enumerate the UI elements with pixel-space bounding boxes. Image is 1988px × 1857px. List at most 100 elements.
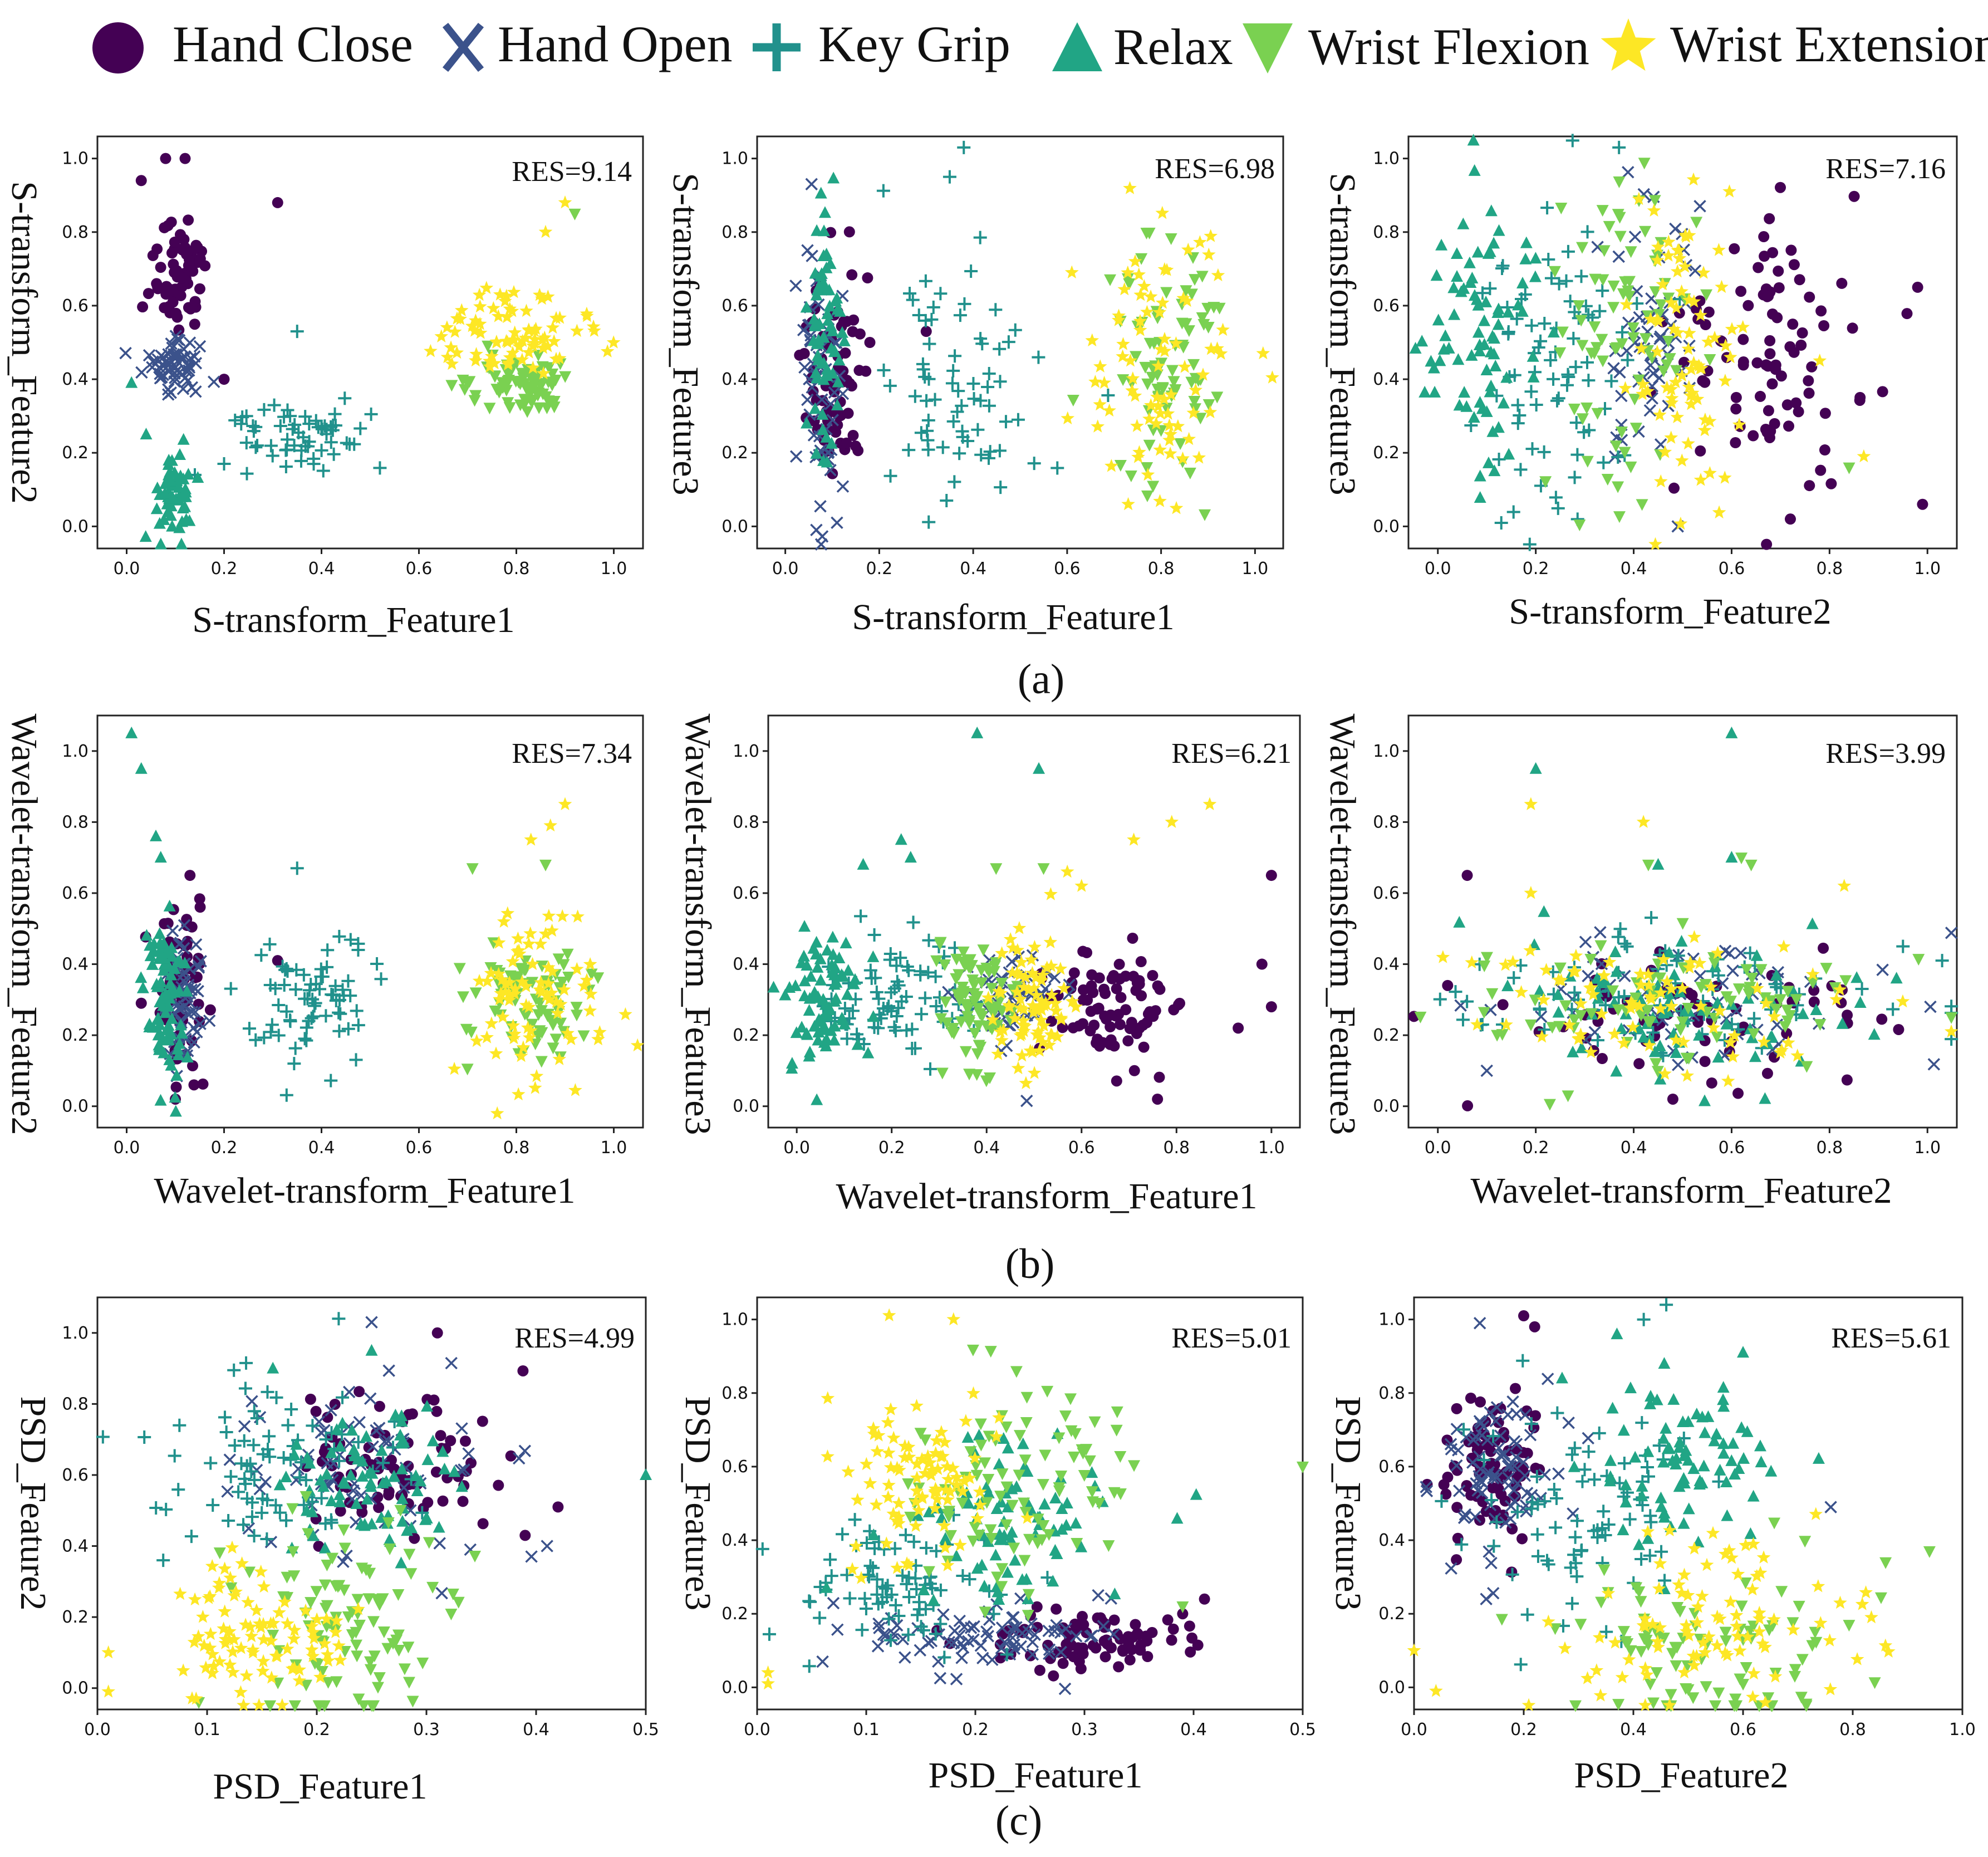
relax-point xyxy=(151,1012,164,1024)
hand-open-point xyxy=(1050,1619,1063,1632)
wrist-extension-point xyxy=(1155,205,1170,219)
key-grip-point xyxy=(376,1456,390,1470)
wrist-extension-point xyxy=(1521,1698,1536,1712)
hand-close-point xyxy=(385,1454,397,1466)
key-grip-point xyxy=(824,1569,838,1583)
wrist-extension-point xyxy=(333,1653,347,1667)
hand-close-point xyxy=(1077,1648,1089,1660)
relax-point xyxy=(153,927,166,939)
wrist-extension-point xyxy=(542,909,556,922)
wrist-extension-point xyxy=(1710,1638,1724,1652)
wrist-flexion-point xyxy=(1607,302,1620,314)
wrist-extension-point xyxy=(1029,988,1043,1002)
wrist-extension-point xyxy=(1636,387,1650,400)
hand-close-point xyxy=(1077,945,1089,957)
wrist-extension-point xyxy=(821,1391,835,1404)
wrist-extension-point xyxy=(235,1556,249,1570)
key-grip-point xyxy=(260,1532,274,1546)
key-grip-point xyxy=(325,1516,338,1530)
wrist-extension-point xyxy=(508,987,522,1000)
hand-open-point xyxy=(1607,362,1620,375)
wrist-extension-point xyxy=(1116,337,1130,350)
legend-item-hand-close: Hand Close xyxy=(92,16,413,74)
relax-point xyxy=(1854,996,1867,1008)
key-grip-point xyxy=(843,1591,857,1605)
wrist-extension-point xyxy=(444,340,458,354)
relax-point xyxy=(143,1017,156,1030)
key-grip-point xyxy=(240,1492,254,1506)
wrist-flexion-point xyxy=(995,978,1008,990)
wrist-flexion-point xyxy=(1624,461,1637,473)
wrist-extension-point xyxy=(1130,419,1144,432)
wrist-extension-point xyxy=(1687,294,1701,308)
relax-point xyxy=(165,454,178,466)
relax-point xyxy=(1609,945,1622,957)
wrist-extension-point xyxy=(1193,235,1207,248)
hand-close-point xyxy=(505,1450,517,1462)
key-grip-point xyxy=(159,1502,173,1516)
wrist-extension-point xyxy=(1692,956,1707,969)
wrist-extension-point xyxy=(1677,1567,1691,1581)
panel-b1: 0.0 0.2 0.4 0.6 0.8 1.00.00.20.40.60.81.0 RES… xyxy=(4,713,645,1211)
wrist-flexion-point xyxy=(1591,408,1604,420)
relax-point xyxy=(811,371,823,384)
key-grip-point xyxy=(1456,1013,1470,1027)
key-grip-point xyxy=(936,440,950,454)
wrist-extension-point xyxy=(197,1638,211,1652)
wrist-extension-point xyxy=(472,287,487,301)
relax-point xyxy=(824,257,837,270)
wrist-flexion-point xyxy=(402,1642,415,1654)
wrist-extension-point xyxy=(1123,181,1137,194)
hand-close-point xyxy=(1233,1022,1244,1034)
relax-point xyxy=(1038,1497,1051,1510)
wrist-extension-point xyxy=(1465,955,1479,969)
wrist-flexion-point xyxy=(346,1629,359,1642)
hand-open-point xyxy=(445,1356,458,1370)
relax-point xyxy=(288,1448,301,1461)
wrist-flexion-point xyxy=(1709,1012,1721,1025)
wrist-extension-point xyxy=(1025,1045,1039,1058)
wrist-flexion-point xyxy=(1762,1692,1775,1704)
relax-point xyxy=(1190,1488,1202,1500)
relax-point xyxy=(1699,1094,1711,1106)
relax-point xyxy=(1687,1462,1700,1474)
wrist-flexion-point xyxy=(1704,354,1716,366)
wrist-extension-point xyxy=(892,1496,906,1510)
key-grip-point xyxy=(1886,1002,1900,1016)
wrist-extension-point xyxy=(918,1466,932,1479)
key-grip-point xyxy=(1570,1514,1584,1528)
relax-point xyxy=(786,1062,798,1074)
relax-point xyxy=(174,448,186,460)
hand-close-point xyxy=(194,893,205,905)
relax-point xyxy=(1592,992,1604,1004)
key-grip-point xyxy=(298,410,312,424)
wrist-extension-point xyxy=(244,1629,258,1643)
legend-label-relax: Relax xyxy=(1113,18,1233,75)
relax-point xyxy=(1725,1454,1738,1466)
relax-point xyxy=(997,1432,1010,1444)
hand-close-point xyxy=(1808,984,1820,996)
hand-open-point xyxy=(1509,1451,1523,1464)
key-grip-point xyxy=(1660,958,1673,972)
key-grip-point xyxy=(217,457,231,471)
hand-open-point xyxy=(980,1625,993,1638)
hand-close-point xyxy=(1461,870,1473,881)
wrist-flexion-point xyxy=(1019,1507,1032,1519)
relax-point xyxy=(1502,306,1515,318)
wrist-extension-point xyxy=(867,1427,881,1440)
wrist-flexion-point xyxy=(1187,252,1200,264)
panel-a3: 0.0 0.2 0.4 0.6 0.8 1.00.00.20.40.60.81.0 RES… xyxy=(1322,134,1958,632)
wrist-flexion-point xyxy=(405,1568,418,1580)
wrist-extension-point xyxy=(453,312,468,325)
wrist-extension-point xyxy=(1704,979,1718,993)
key-grip-point xyxy=(1575,1543,1589,1557)
wrist-extension-point xyxy=(196,1610,210,1623)
wrist-extension-point xyxy=(882,1308,896,1321)
hand-close-point xyxy=(1113,1661,1125,1673)
relax-point xyxy=(841,988,854,1000)
key-grip-point xyxy=(1534,334,1548,348)
relax-point xyxy=(1474,469,1486,482)
hand-close-point xyxy=(1783,420,1795,432)
wrist-extension-point xyxy=(1177,360,1192,373)
relax-point xyxy=(1653,1039,1666,1051)
